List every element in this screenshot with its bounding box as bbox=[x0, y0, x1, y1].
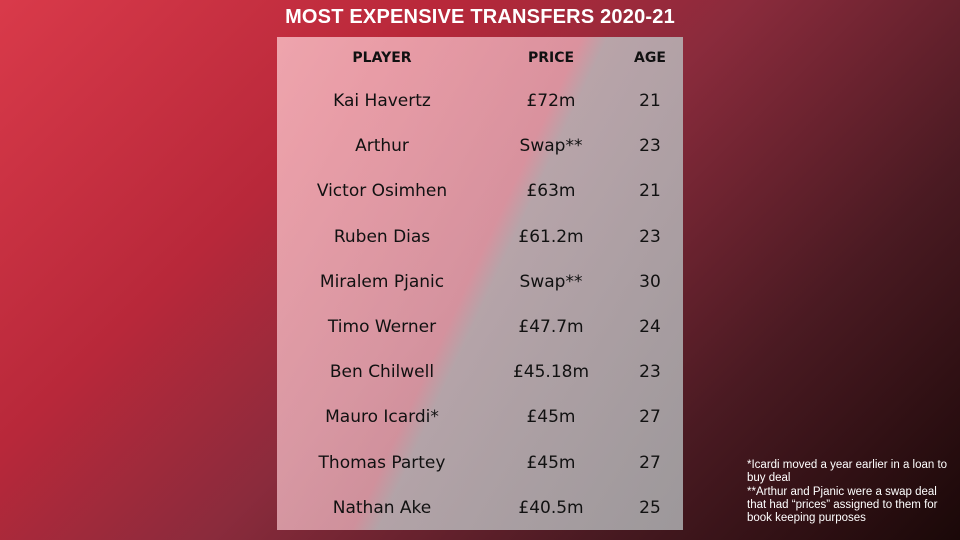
player-age: 25 bbox=[639, 498, 661, 518]
footnotes: *Icardi moved a year earlier in a loan t… bbox=[747, 459, 952, 525]
player-age: 27 bbox=[639, 407, 661, 427]
header-age: AGE bbox=[634, 50, 666, 66]
table-row: Thomas Partey £45m 27 bbox=[277, 453, 683, 473]
player-name: Kai Havertz bbox=[333, 91, 431, 111]
table-row: Mauro Icardi* £45m 27 bbox=[277, 407, 683, 427]
table-row: Nathan Ake £40.5m 25 bbox=[277, 498, 683, 518]
table-row: Arthur Swap** 23 bbox=[277, 136, 683, 156]
player-name: Nathan Ake bbox=[332, 498, 432, 518]
transfer-price: £63m bbox=[526, 181, 576, 201]
transfer-price: £45.18m bbox=[512, 362, 590, 382]
table-row: Miralem Pjanic Swap** 30 bbox=[277, 272, 683, 292]
transfers-table: PLAYER PRICE AGE Kai Havertz £72m 21 Art… bbox=[277, 37, 683, 530]
transfer-price: £61.2m bbox=[518, 227, 584, 247]
table-row: Timo Werner £47.7m 24 bbox=[277, 317, 683, 337]
transfer-price: £45m bbox=[526, 453, 576, 473]
transfer-price: Swap** bbox=[519, 136, 583, 156]
player-name: Arthur bbox=[355, 136, 409, 156]
footnote-swap: **Arthur and Pjanic were a swap deal tha… bbox=[747, 485, 938, 525]
header-player: PLAYER bbox=[352, 50, 412, 66]
table-row: Ruben Dias £61.2m 23 bbox=[277, 227, 683, 247]
player-age: 21 bbox=[639, 91, 661, 111]
transfer-price: £47.7m bbox=[518, 317, 584, 337]
transfer-price: £40.5m bbox=[518, 498, 584, 518]
footnote-icardi: *Icardi moved a year earlier in a loan t… bbox=[747, 459, 948, 485]
table-row: Ben Chilwell £45.18m 23 bbox=[277, 362, 683, 382]
player-age: 23 bbox=[639, 362, 661, 382]
player-name: Ben Chilwell bbox=[329, 362, 435, 382]
player-name: Thomas Partey bbox=[318, 453, 446, 473]
player-age: 23 bbox=[639, 136, 661, 156]
player-age: 24 bbox=[639, 317, 661, 337]
table-row: Victor Osimhen £63m 21 bbox=[277, 181, 683, 201]
player-name: Ruben Dias bbox=[333, 227, 431, 247]
table-row: Kai Havertz £72m 21 bbox=[277, 91, 683, 111]
transfer-price: £72m bbox=[526, 91, 576, 111]
player-age: 23 bbox=[639, 227, 661, 247]
header-price: PRICE bbox=[527, 50, 575, 66]
table-header: PLAYER PRICE AGE bbox=[277, 50, 683, 70]
player-age: 27 bbox=[639, 453, 661, 473]
player-name: Timo Werner bbox=[327, 317, 437, 337]
player-name: Victor Osimhen bbox=[316, 181, 448, 201]
player-age: 21 bbox=[639, 181, 661, 201]
page-title: MOST EXPENSIVE TRANSFERS 2020-21 bbox=[285, 6, 675, 28]
transfer-price: Swap** bbox=[519, 272, 583, 292]
player-name: Mauro Icardi* bbox=[325, 407, 439, 427]
player-name: Miralem Pjanic bbox=[319, 272, 445, 292]
player-age: 30 bbox=[639, 272, 661, 292]
transfer-price: £45m bbox=[526, 407, 576, 427]
